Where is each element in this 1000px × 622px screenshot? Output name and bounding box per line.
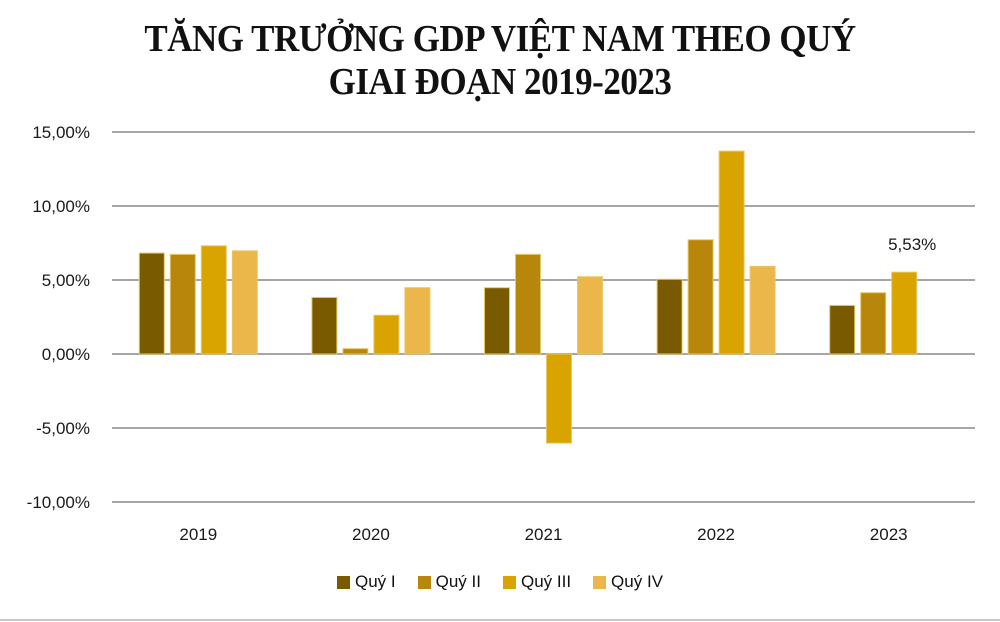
legend-swatch [417,575,431,589]
bar-2023-quý-i [829,304,856,355]
y-tick-label: 5,00% [42,271,90,290]
x-category-label: 2019 [179,525,217,544]
bar-2020-quý-i [311,296,338,355]
chart-title: TĂNG TRƯỞNG GDP VIỆT NAM THEO QUÝ [144,18,856,60]
bar-2020-quý-iii [373,314,400,355]
bar-2020-quý-iv [404,287,431,355]
bar-2019-quý-iv [231,250,258,355]
x-category-label: 2021 [525,525,563,544]
legend-label: Quý IV [611,572,664,591]
bar-2019-quý-i [138,252,165,355]
x-category-label: 2020 [352,525,390,544]
bar-2021-quý-iii [546,353,572,444]
chart-title-block: TĂNG TRƯỞNG GDP VIỆT NAM THEO QUÝ GIAI Đ… [40,18,960,104]
legend-swatch [502,575,516,589]
legend-label: Quý III [520,572,572,591]
bar-2023-quý-iii [891,271,918,355]
bottom-border [0,619,1000,621]
bar-2021-quý-iv [577,276,603,355]
y-tick-label: 15,00% [32,123,90,142]
y-axis-tick-labels: 15,00% 10,00% 5,00% 0,00% -5,00% -10,00% [27,123,90,512]
bar-2020-quý-ii [342,348,369,355]
x-category-label: 2022 [697,525,735,544]
bar-2023-quý-ii [860,292,887,355]
data-label: 5,53% [888,235,936,254]
x-axis-category-labels: 2019 2020 2021 2022 2023 [179,525,907,544]
x-category-label: 2023 [870,525,908,544]
legend-item: Quý II [417,572,481,592]
bars [138,150,918,444]
legend-item: Quý III [502,572,572,592]
bar-2022-quý-iv [749,265,776,355]
legend-item: Quý IV [593,572,663,592]
legend-swatch [336,575,350,589]
bar-2022-quý-iii [718,150,745,355]
y-tick-label: 10,00% [32,197,90,216]
bar-2021-quý-ii [515,253,541,355]
legend-swatch [593,575,607,589]
chart-subtitle: GIAI ĐOẠN 2019-2023 [328,61,672,103]
data-labels: 5,53% [888,235,936,254]
bar-2019-quý-ii [169,253,196,355]
bar-2021-quý-i [484,287,510,355]
y-tick-label: -5,00% [36,419,90,438]
bar-2022-quý-i [656,278,683,355]
legend-item: Quý I [336,572,396,592]
legend: Quý I Quý II Quý III Quý IV [0,572,1000,592]
y-tick-label: -10,00% [27,493,90,512]
legend-label: Quý I [354,572,396,591]
y-tick-label: 0,00% [42,345,90,364]
bar-2019-quý-iii [200,245,227,355]
bar-2022-quý-ii [687,239,714,355]
legend-label: Quý II [435,572,481,591]
